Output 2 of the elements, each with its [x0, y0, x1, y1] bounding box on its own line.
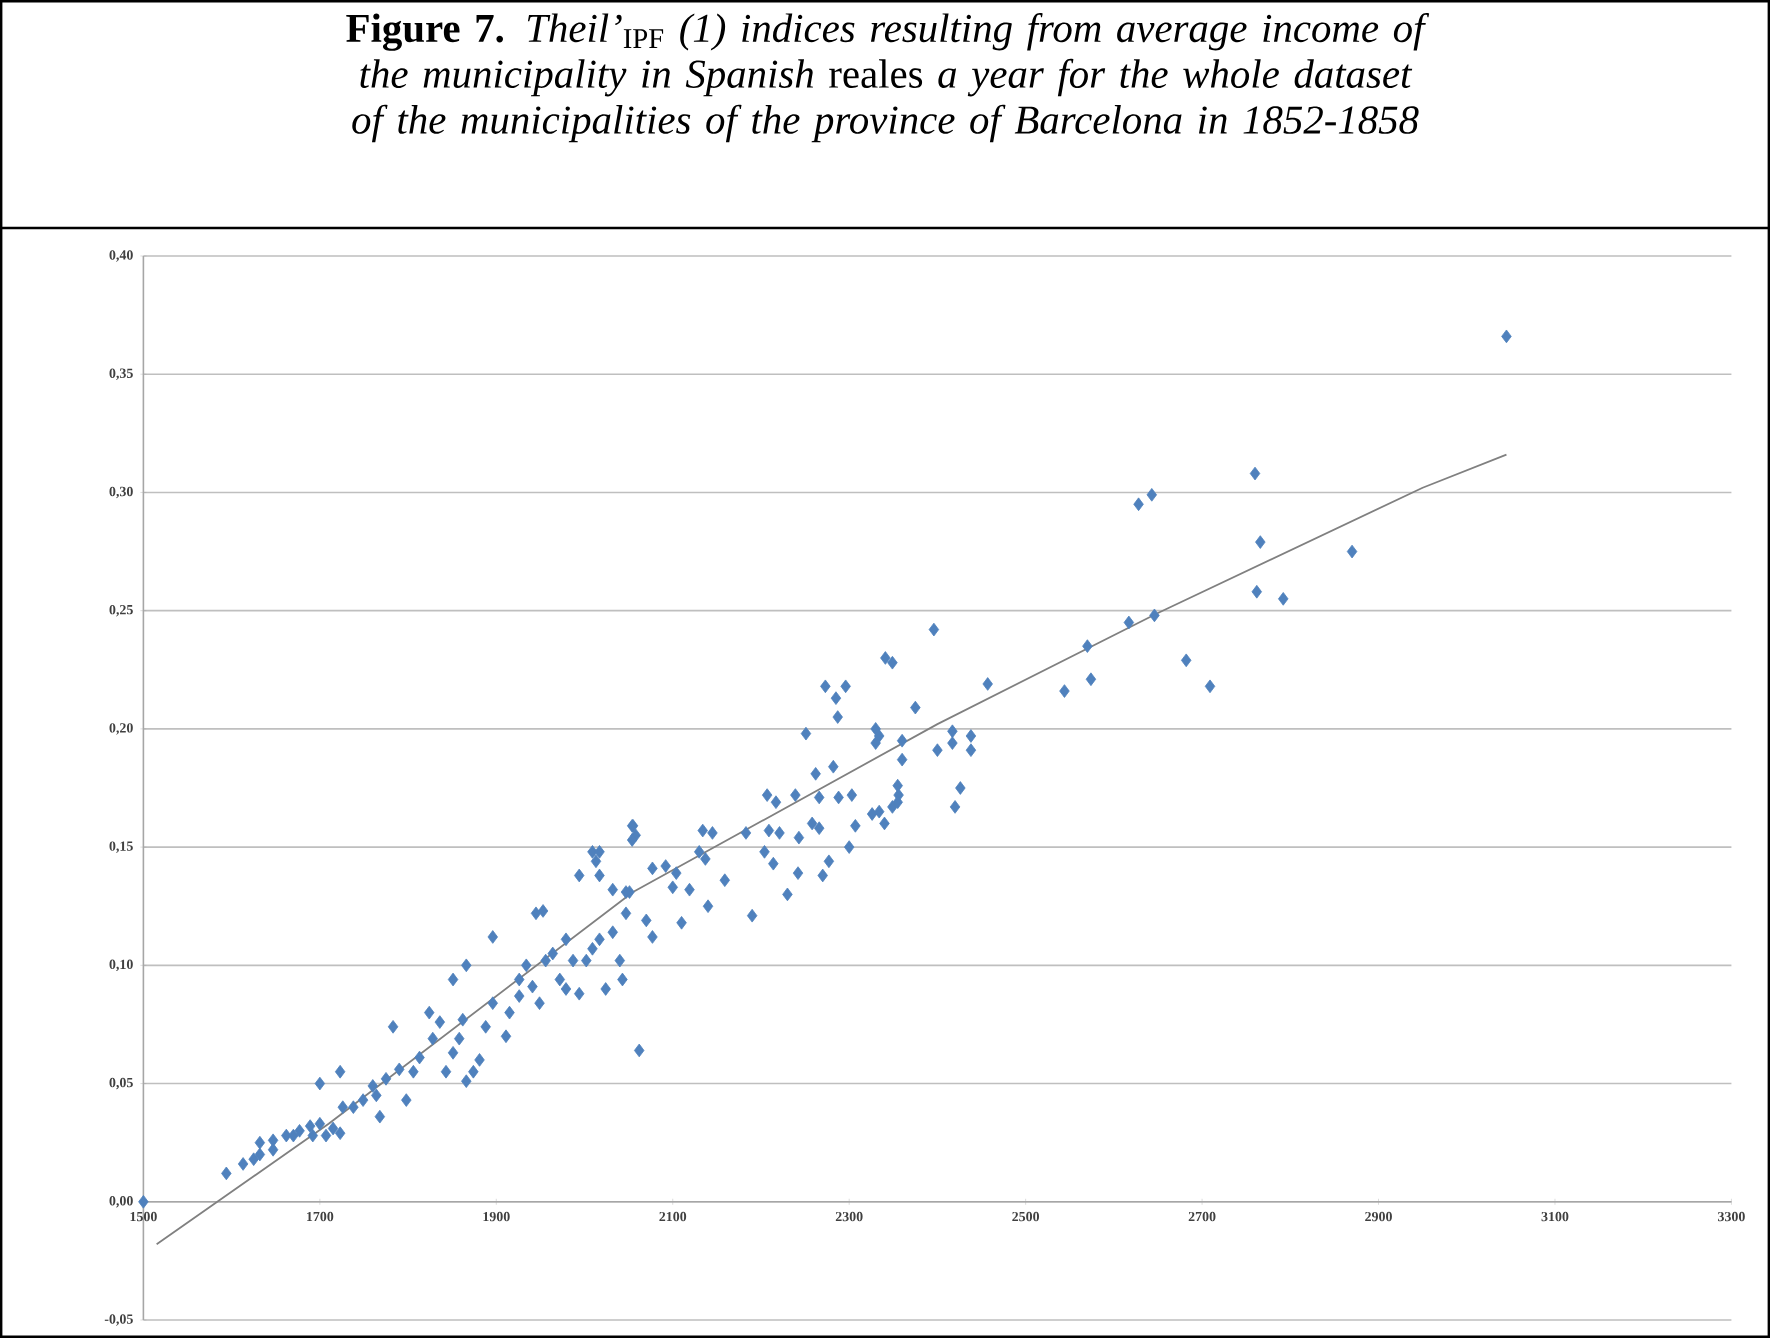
chart-title: Figure 7. Theil’$_{IPF}$ (1) indices resulting from average income of the municipality in Spanish reales a year for the whole dataset of the municipalities of the province of Barcelona in 1852-1858 — [346, 13, 1430, 143]
line-series — [155, 453, 1508, 1246]
